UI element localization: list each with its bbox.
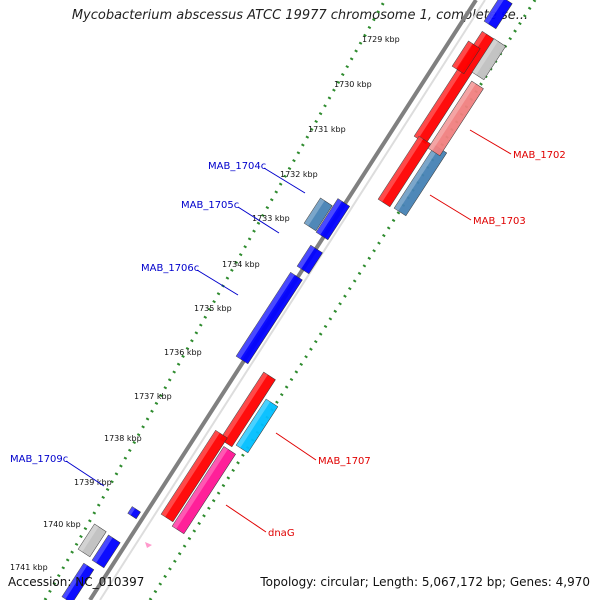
label-leader-line xyxy=(429,194,472,221)
gene-label: MAB_1709c xyxy=(10,454,68,465)
cds-light-red xyxy=(427,80,484,157)
tick-label: 1739 kbp xyxy=(74,478,112,487)
tick-label: 1731 kbp xyxy=(308,125,346,134)
tick-label: 1730 kbp xyxy=(334,80,372,89)
mab-1706c-block xyxy=(235,271,303,365)
gene-label: MAB_1706c xyxy=(141,263,199,274)
dnag-block xyxy=(160,429,228,523)
genome-summary: Topology: circular; Length: 5,067,172 bp… xyxy=(260,575,590,589)
mab-1705c-block xyxy=(315,198,351,241)
cds-forward xyxy=(451,40,481,75)
label-leader-line xyxy=(263,167,306,194)
label-leader-line xyxy=(196,269,239,296)
gene-label: MAB_1705c xyxy=(181,200,239,211)
tick-label: 1738 kbp xyxy=(104,434,142,443)
small-reverse-block xyxy=(127,506,141,520)
label-leader-line xyxy=(275,432,317,461)
cds-forward xyxy=(377,135,432,208)
gene-labels: MAB_1702 MAB_1703 MAB_1704c MAB_1705c MAB_17… xyxy=(10,150,566,539)
tick-labels: 1729 kbp 1730 kbp 1731 kbp 1732 kbp 1733 kbp… xyxy=(10,35,400,572)
tick-label: 1740 kbp xyxy=(43,520,81,529)
tick-label: 1736 kbp xyxy=(164,348,202,357)
mab-1704c-block xyxy=(303,197,333,232)
label-leader-line xyxy=(225,504,267,533)
tick-label: 1737 kbp xyxy=(134,392,172,401)
backbone-shadow xyxy=(99,0,486,600)
accession-label: Accession: NC_010397 xyxy=(8,575,145,589)
gene-label: MAB_1704c xyxy=(208,161,266,172)
label-leader-line xyxy=(65,460,105,487)
mab-1709c-block xyxy=(91,534,121,569)
cds-grey xyxy=(471,38,507,81)
cds-reverse xyxy=(483,0,513,30)
mab-1706c-block-upper xyxy=(296,244,323,275)
gene-features xyxy=(61,0,513,600)
tick-label: 1735 kbp xyxy=(194,304,232,313)
mab-1707-block xyxy=(219,371,276,448)
mab-1707-cyan-block xyxy=(235,398,279,454)
outer-tick-ring xyxy=(43,0,387,600)
small-arrow-marker xyxy=(145,542,152,548)
label-leader-line xyxy=(469,129,512,155)
cds-reverse-bottom xyxy=(61,562,95,600)
dnag-pink-block xyxy=(171,446,236,535)
gene-label: MAB_1702 xyxy=(513,150,566,161)
gene-label: MAB_1703 xyxy=(473,216,526,227)
tick-label: 1733 kbp xyxy=(252,214,290,223)
gene-label: dnaG xyxy=(268,528,295,539)
ring-lines xyxy=(43,0,537,600)
tick-label: 1732 kbp xyxy=(280,170,318,179)
tick-label: 1741 kbp xyxy=(10,563,48,572)
tick-label: 1729 kbp xyxy=(362,35,400,44)
gene-label: MAB_1707 xyxy=(318,456,371,467)
tick-label: 1734 kbp xyxy=(222,260,260,269)
label-leader-line xyxy=(237,206,280,234)
mab-1709c-grey-block xyxy=(77,523,107,558)
label-leaders xyxy=(65,129,512,533)
map-title: Mycobacterium abscessus ATCC 19977 chrom… xyxy=(71,8,529,23)
